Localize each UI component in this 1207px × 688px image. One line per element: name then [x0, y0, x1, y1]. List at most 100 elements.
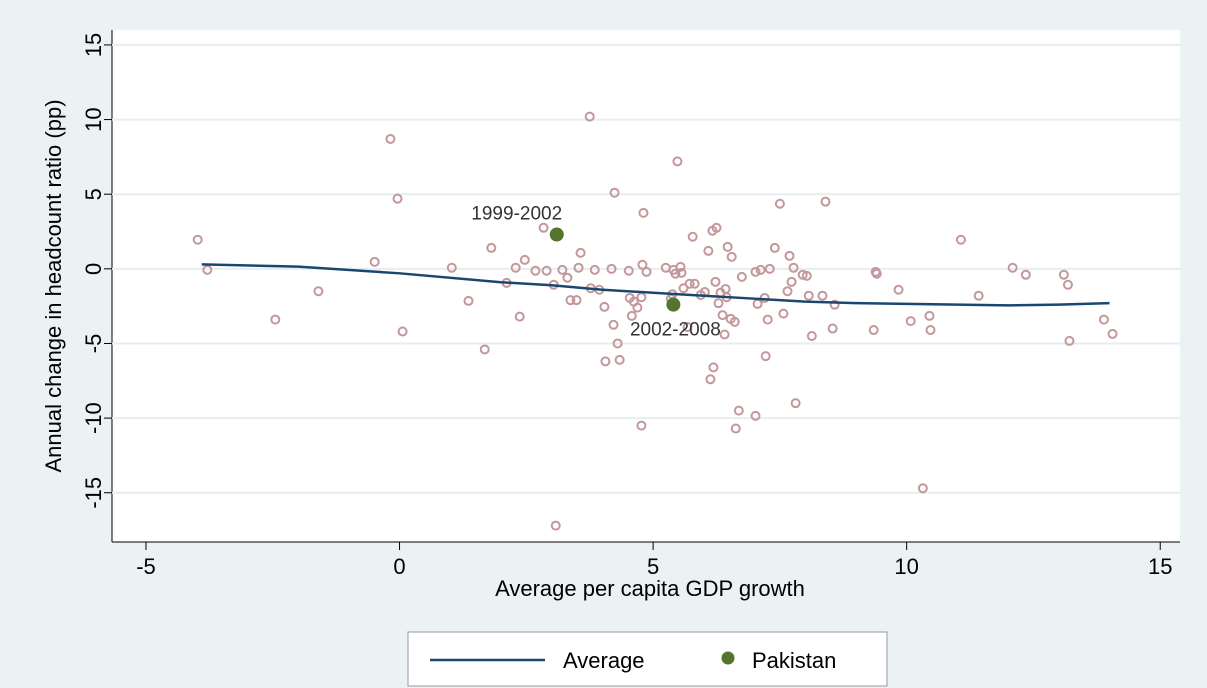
country-point	[893, 284, 904, 295]
x-tick-label: -5	[136, 554, 156, 579]
country-point	[589, 264, 600, 275]
x-tick-label: 0	[393, 554, 405, 579]
country-point	[705, 374, 716, 385]
country-point	[638, 207, 649, 218]
country-point	[703, 245, 714, 256]
country-point	[806, 331, 817, 342]
country-point	[774, 198, 785, 209]
country-point	[782, 286, 793, 297]
country-point	[762, 314, 773, 325]
country-point	[1098, 314, 1109, 325]
y-tick-label: -10	[81, 402, 106, 434]
country-point	[827, 323, 838, 334]
country-point	[614, 354, 625, 365]
x-tick-label: 15	[1148, 554, 1172, 579]
country-point	[924, 310, 935, 321]
country-point	[612, 338, 623, 349]
country-point	[573, 262, 584, 273]
country-point	[637, 259, 648, 270]
country-point	[719, 329, 730, 340]
legend-label: Average	[563, 648, 645, 673]
y-tick-label: -5	[81, 334, 106, 354]
country-point	[385, 133, 396, 144]
country-point	[955, 234, 966, 245]
country-point	[925, 325, 936, 336]
country-point	[530, 265, 541, 276]
country-point	[1020, 269, 1031, 280]
country-point	[689, 278, 700, 289]
country-point	[1007, 262, 1018, 273]
country-point	[917, 483, 928, 494]
country-point	[750, 266, 761, 277]
country-point	[769, 242, 780, 253]
country-point	[708, 362, 719, 373]
country-point	[641, 266, 652, 277]
country-point	[463, 295, 474, 306]
country-point	[1062, 279, 1073, 290]
country-point	[571, 295, 582, 306]
country-point	[270, 314, 281, 325]
country-point	[479, 344, 490, 355]
y-tick-label: 0	[81, 263, 106, 275]
x-tick-label: 10	[894, 554, 918, 579]
country-point	[538, 222, 549, 233]
country-point	[973, 290, 984, 301]
country-point	[726, 251, 737, 262]
country-point	[514, 311, 525, 322]
y-tick-label: 10	[81, 107, 106, 131]
pakistan-point	[549, 227, 564, 242]
country-point	[623, 265, 634, 276]
country-point	[817, 290, 828, 301]
x-tick-label: 5	[647, 554, 659, 579]
country-point	[446, 262, 457, 273]
country-point	[369, 256, 380, 267]
country-point	[575, 247, 586, 258]
country-point	[710, 276, 721, 287]
country-point	[730, 423, 741, 434]
plot-area	[112, 30, 1180, 542]
country-point	[790, 398, 801, 409]
country-point	[609, 187, 620, 198]
country-point	[684, 278, 695, 289]
country-point	[736, 271, 747, 282]
country-point	[717, 310, 728, 321]
y-tick-label: -15	[81, 477, 106, 509]
country-point	[764, 263, 775, 274]
country-point	[392, 193, 403, 204]
country-point	[626, 310, 637, 321]
country-point	[713, 298, 724, 309]
country-point	[608, 319, 619, 330]
y-axis-title: Annual change in headcount ratio (pp)	[41, 99, 66, 472]
point-label: 2002-2008	[630, 320, 721, 341]
country-point	[870, 266, 881, 277]
y-tick-label: 5	[81, 188, 106, 200]
country-point	[788, 262, 799, 273]
country-point	[599, 301, 610, 312]
country-point	[722, 241, 733, 252]
country-point	[1058, 269, 1069, 280]
country-point	[687, 231, 698, 242]
country-point	[868, 325, 879, 336]
country-point	[636, 420, 647, 431]
country-point	[541, 265, 552, 276]
country-point	[797, 269, 808, 280]
country-point	[750, 410, 761, 421]
country-point	[557, 264, 568, 275]
country-point	[755, 264, 766, 275]
country-point	[760, 351, 771, 362]
legend-dot	[721, 651, 735, 665]
country-point	[632, 302, 643, 313]
country-point	[829, 299, 840, 310]
country-point	[778, 308, 789, 319]
x-axis-title: Average per capita GDP growth	[495, 576, 805, 601]
country-point	[192, 234, 203, 245]
country-point	[565, 295, 576, 306]
country-point	[519, 254, 530, 265]
country-point	[729, 316, 740, 327]
country-point	[786, 276, 797, 287]
average-line	[201, 263, 1110, 307]
country-point	[733, 405, 744, 416]
point-label: 1999-2002	[471, 204, 562, 225]
country-point	[584, 111, 595, 122]
country-point	[202, 264, 213, 275]
